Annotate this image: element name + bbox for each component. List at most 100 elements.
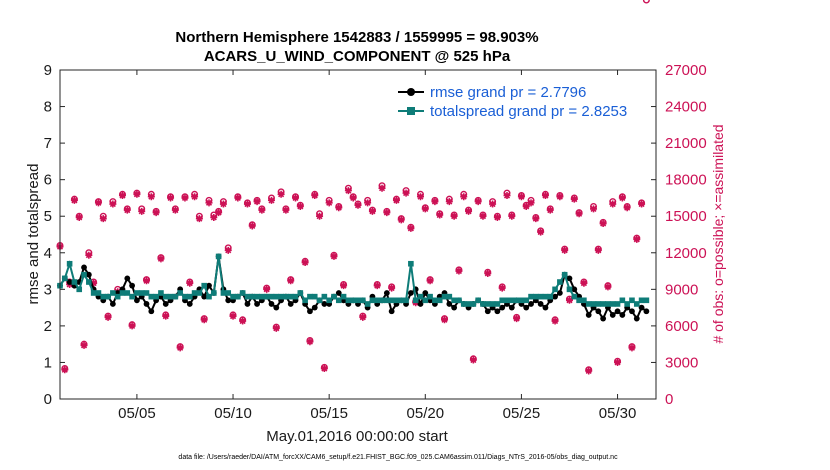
obs-assimilated-marker bbox=[152, 209, 160, 217]
rmse-point bbox=[446, 301, 453, 307]
obs-assimilated-marker bbox=[359, 313, 367, 321]
totalspread-point bbox=[302, 297, 308, 304]
totalspread-point bbox=[105, 293, 111, 300]
obs-assimilated-marker bbox=[618, 194, 626, 202]
totalspread-point bbox=[475, 297, 481, 304]
totalspread-point bbox=[307, 293, 313, 300]
rmse-point bbox=[186, 301, 193, 307]
obs-assimilated-marker bbox=[210, 213, 218, 221]
obs-assimilated-marker bbox=[575, 210, 583, 218]
rmse-point bbox=[81, 264, 87, 271]
rmse-point bbox=[609, 312, 616, 318]
totalspread-point bbox=[398, 297, 405, 304]
totalspread-point bbox=[408, 260, 414, 267]
rmse-point bbox=[383, 290, 390, 296]
totalspread-point bbox=[278, 293, 284, 300]
obs-assimilated-marker bbox=[460, 193, 468, 201]
totalspread-point bbox=[191, 290, 198, 296]
y-tick-label: 8 bbox=[44, 99, 52, 116]
totalspread-point bbox=[215, 253, 222, 260]
totalspread-point bbox=[268, 293, 275, 300]
totalspread-point bbox=[71, 279, 78, 285]
x-tick-label: 05/25 bbox=[503, 405, 541, 422]
obs-assimilated-marker bbox=[234, 194, 242, 202]
rmse-point bbox=[388, 308, 395, 315]
obs-assimilated-marker bbox=[267, 196, 275, 204]
totalspread-point bbox=[489, 301, 496, 307]
totalspread-point bbox=[384, 297, 390, 304]
totalspread-point bbox=[172, 293, 179, 300]
totalspread-point bbox=[364, 301, 371, 307]
rmse-point bbox=[273, 304, 280, 311]
obs-assimilated-marker bbox=[243, 200, 251, 208]
legend: rmse grand pr = 2.7796 totalspread grand… bbox=[392, 80, 650, 122]
obs-assimilated-marker bbox=[441, 316, 449, 324]
obs-assimilated-marker bbox=[368, 207, 376, 215]
obs-assimilated-marker bbox=[513, 315, 521, 323]
axes: 0 1 2 3 4 5 6 7 8 9 0 3000 6000 9000 12000 15000 18000 21… bbox=[44, 62, 707, 422]
obs-assimilated-marker bbox=[109, 200, 117, 208]
rmse-point bbox=[571, 286, 578, 293]
x-tick-label: 05/30 bbox=[599, 405, 637, 422]
obs-assimilated-marker bbox=[599, 220, 607, 228]
totalspread-point bbox=[283, 293, 289, 300]
obs-assimilated-marker bbox=[104, 313, 112, 321]
totalspread-point bbox=[220, 290, 227, 296]
obs-assimilated-marker bbox=[354, 201, 362, 209]
obs-assimilated-marker bbox=[508, 212, 516, 220]
totalspread-point bbox=[451, 297, 457, 304]
obs-assimilated-marker bbox=[330, 252, 338, 260]
totalspread-point bbox=[239, 290, 246, 296]
totalspread-point bbox=[460, 301, 467, 307]
obs-assimilated-marker bbox=[522, 202, 530, 210]
obs-assimilated-marker bbox=[61, 366, 69, 374]
plot-frame bbox=[59, 69, 657, 400]
obs-assimilated-marker bbox=[123, 206, 131, 214]
obs-assimilated-marker bbox=[489, 200, 497, 208]
obs-assimilated-marker bbox=[138, 207, 146, 215]
totalspread-point bbox=[206, 293, 212, 300]
y-right-tick-label: 24000 bbox=[665, 99, 707, 116]
y-right-tick-label: 6000 bbox=[665, 318, 698, 335]
totalspread-point bbox=[182, 293, 188, 300]
x-tick-label: 05/10 bbox=[214, 405, 252, 422]
totalspread-point bbox=[273, 293, 280, 300]
obs-assimilated-marker bbox=[580, 279, 588, 287]
rmse-point bbox=[600, 315, 607, 322]
obs-assimilated-marker bbox=[527, 199, 535, 207]
rmse-point bbox=[124, 275, 131, 282]
totalspread-point bbox=[110, 290, 116, 296]
y-tick-label: 5 bbox=[44, 208, 52, 225]
obs-assimilated-marker bbox=[344, 187, 352, 195]
totalspread-point bbox=[393, 297, 400, 304]
rmse-point bbox=[643, 308, 650, 315]
obs-assimilated-marker bbox=[532, 215, 540, 223]
rmse-point bbox=[134, 297, 140, 304]
rmse-point bbox=[614, 308, 621, 315]
obs-assimilated-marker bbox=[258, 206, 266, 214]
totalspread-point bbox=[100, 293, 107, 300]
totalspread-point bbox=[542, 293, 549, 300]
totalspread-point bbox=[244, 293, 251, 300]
totalspread-point bbox=[456, 297, 462, 304]
totalspread-point bbox=[388, 297, 395, 304]
totalspread-point bbox=[311, 293, 318, 300]
data-file-footer: data file: /Users/raeder/DAI/ATM_forcXX/… bbox=[178, 454, 618, 461]
chart-subtitle: ACARS_U_WIND_COMPONENT @ 525 hPa bbox=[204, 48, 511, 65]
obs-assimilated-marker bbox=[118, 192, 126, 200]
obs-assimilated-marker bbox=[378, 184, 386, 192]
obs-assimilated-marker bbox=[436, 211, 444, 219]
x-tick-label: 05/20 bbox=[407, 405, 445, 422]
totalspread-point bbox=[143, 290, 150, 296]
totalspread-point bbox=[177, 290, 183, 296]
obs-assimilated-marker bbox=[609, 200, 617, 208]
rmse-point bbox=[287, 301, 294, 307]
obs-assimilated-marker bbox=[465, 207, 473, 215]
totalspread-point bbox=[292, 293, 299, 300]
totalspread-point bbox=[369, 297, 376, 304]
obs-assimilated-marker bbox=[253, 198, 261, 206]
obs-assimilated-marker bbox=[90, 279, 98, 287]
obs-assimilated-marker bbox=[99, 215, 107, 223]
totalspread-point bbox=[441, 293, 448, 300]
